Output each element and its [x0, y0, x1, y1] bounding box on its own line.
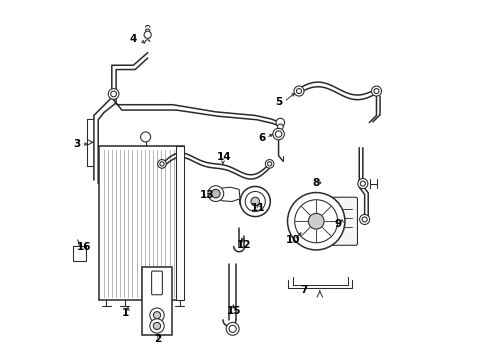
Circle shape — [371, 86, 381, 96]
Circle shape — [244, 192, 265, 212]
Bar — [99, 146, 183, 300]
Text: 1: 1 — [122, 309, 129, 318]
Text: 5: 5 — [274, 97, 282, 107]
Circle shape — [287, 193, 344, 250]
Circle shape — [360, 181, 365, 186]
Circle shape — [149, 319, 164, 333]
Text: 16: 16 — [77, 242, 91, 252]
Circle shape — [141, 132, 150, 142]
Circle shape — [153, 312, 160, 319]
Circle shape — [362, 217, 366, 222]
Text: 3: 3 — [73, 139, 80, 149]
Text: 15: 15 — [227, 306, 241, 316]
Circle shape — [153, 322, 160, 329]
Circle shape — [149, 308, 164, 322]
Bar — [142, 267, 171, 335]
Circle shape — [211, 189, 220, 198]
Circle shape — [267, 162, 271, 166]
Circle shape — [294, 200, 337, 243]
Circle shape — [158, 159, 166, 168]
Circle shape — [228, 325, 236, 332]
Text: 12: 12 — [236, 240, 251, 250]
FancyBboxPatch shape — [323, 197, 357, 245]
Circle shape — [359, 215, 369, 225]
Text: 2: 2 — [154, 333, 161, 343]
Bar — [175, 146, 183, 300]
Circle shape — [277, 124, 283, 130]
Circle shape — [373, 89, 378, 94]
Circle shape — [308, 213, 324, 229]
Circle shape — [272, 129, 284, 140]
Circle shape — [357, 179, 367, 189]
Circle shape — [160, 162, 164, 166]
Bar — [73, 246, 86, 261]
Circle shape — [293, 86, 304, 96]
Circle shape — [207, 186, 223, 202]
Text: 7: 7 — [300, 285, 307, 296]
Text: 8: 8 — [312, 178, 319, 188]
Text: 13: 13 — [199, 190, 214, 200]
Text: 4: 4 — [129, 35, 137, 44]
Circle shape — [296, 89, 301, 94]
Circle shape — [144, 31, 151, 39]
Circle shape — [226, 322, 239, 335]
Circle shape — [265, 159, 273, 168]
Circle shape — [276, 118, 284, 127]
Text: 10: 10 — [285, 235, 300, 245]
FancyBboxPatch shape — [151, 271, 162, 295]
Circle shape — [110, 91, 116, 97]
Circle shape — [250, 197, 259, 206]
Text: 11: 11 — [250, 203, 265, 213]
Circle shape — [108, 89, 119, 99]
Circle shape — [240, 186, 270, 217]
Text: 14: 14 — [216, 152, 231, 162]
Text: 6: 6 — [258, 133, 265, 143]
Text: 9: 9 — [333, 219, 341, 229]
Circle shape — [275, 131, 281, 137]
